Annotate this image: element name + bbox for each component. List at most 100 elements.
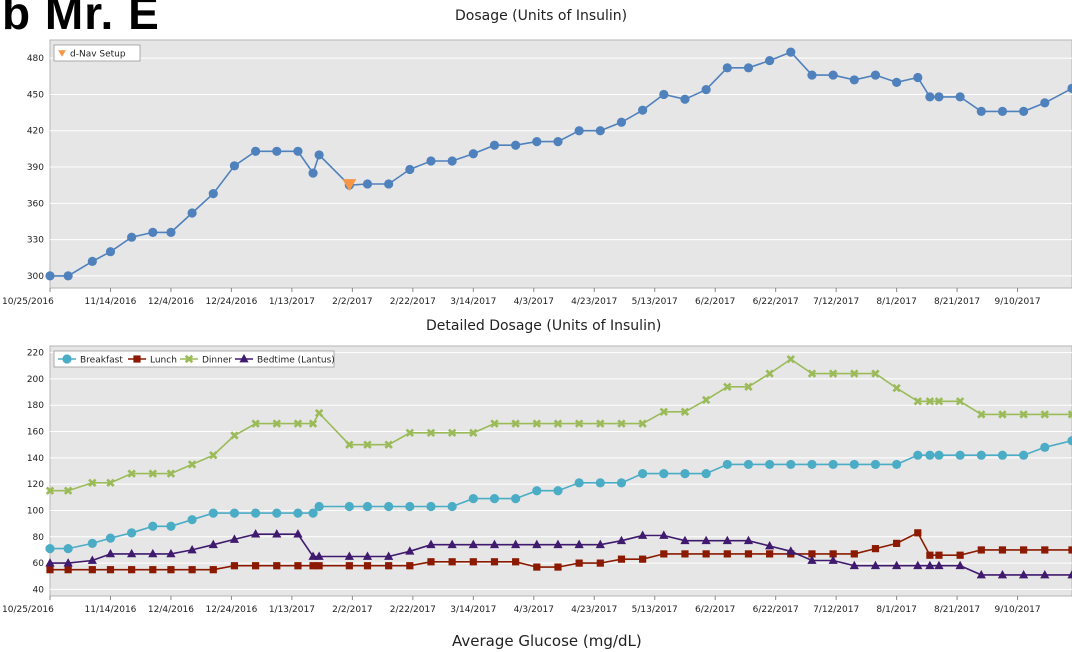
data-point (925, 397, 935, 406)
data-point (553, 419, 563, 428)
data-point (166, 521, 176, 531)
x-tick-label: 12/24/2016 (205, 605, 257, 615)
data-point (293, 419, 303, 428)
data-point (998, 410, 1007, 419)
x-tick-label: 2/22/2017 (390, 297, 436, 307)
y-tick-label: 480 (27, 54, 44, 64)
data-point (490, 558, 499, 566)
data-point (786, 47, 796, 57)
y-tick-label: 140 (27, 454, 44, 464)
dosage-chart-title: Dosage (Units of Insulin) (455, 8, 628, 24)
x-tick-label: 12/4/2016 (148, 605, 194, 615)
x-tick-label: 8/21/2017 (934, 605, 980, 615)
data-point (1041, 546, 1049, 554)
x-tick-label: 11/14/2016 (85, 605, 137, 615)
data-point (680, 407, 690, 416)
data-point (616, 535, 627, 545)
data-point (829, 550, 837, 558)
data-point (595, 539, 605, 549)
data-point (1020, 546, 1028, 554)
data-point (701, 85, 711, 95)
series-dinner (45, 354, 1072, 495)
data-point (363, 562, 372, 570)
data-point (63, 544, 73, 554)
y-tick-label: 180 (27, 401, 44, 411)
data-point (293, 146, 303, 156)
data-point (702, 550, 710, 558)
data-point (127, 528, 137, 538)
data-point (680, 94, 690, 104)
data-point (786, 546, 796, 555)
data-point (638, 105, 648, 115)
data-point (976, 450, 986, 460)
y-tick-label: 120 (27, 480, 44, 490)
data-point (405, 164, 415, 175)
data-point (574, 419, 584, 428)
data-point (448, 558, 456, 566)
data-point (596, 559, 604, 567)
y-tick-label: 40 (33, 585, 45, 595)
data-point (743, 459, 754, 470)
data-point (1019, 450, 1029, 460)
data-point (251, 146, 261, 156)
x-tick-label: 12/4/2016 (148, 297, 194, 307)
data-point (828, 70, 838, 80)
data-point (294, 562, 302, 570)
data-point (850, 550, 858, 558)
data-point (913, 450, 923, 460)
data-point (914, 529, 922, 537)
data-point (148, 227, 158, 237)
data-point (955, 450, 965, 460)
data-point (553, 486, 563, 496)
data-point (849, 560, 859, 570)
data-point (892, 77, 902, 87)
data-point (127, 469, 136, 478)
data-point (743, 63, 754, 73)
data-point (998, 546, 1007, 554)
data-point (659, 407, 669, 416)
y-tick-label: 360 (27, 199, 44, 209)
data-point (1019, 569, 1029, 579)
data-point (1068, 546, 1072, 554)
data-point (148, 469, 158, 478)
data-point (46, 566, 54, 574)
x-tick-label: 11/14/2016 (85, 297, 137, 307)
data-point (511, 140, 521, 150)
data-point (744, 550, 753, 558)
data-point (293, 508, 303, 518)
x-tick-label: 8/21/2017 (934, 297, 980, 307)
data-point (87, 538, 97, 548)
data-point (45, 544, 55, 554)
data-point (997, 106, 1008, 116)
data-point (701, 469, 711, 479)
data-point (807, 555, 817, 564)
data-point (533, 563, 541, 571)
data-point (209, 451, 218, 460)
data-point (765, 55, 775, 66)
data-point (659, 89, 669, 100)
data-point (273, 562, 281, 570)
data-point (976, 569, 986, 579)
data-point (345, 440, 354, 449)
detailed-dosage-chart-title: Detailed Dosage (Units of Insulin) (426, 318, 662, 334)
data-point (926, 551, 934, 559)
data-point (681, 550, 689, 558)
data-point (149, 566, 157, 574)
data-point (808, 550, 816, 558)
data-point (511, 494, 521, 504)
data-point (680, 535, 690, 545)
data-point (977, 546, 985, 554)
data-point (722, 459, 732, 470)
data-point (293, 529, 303, 538)
data-point (106, 478, 115, 488)
data-point (659, 469, 669, 479)
data-point (127, 548, 137, 558)
legend-swatch-marker (184, 354, 194, 364)
data-point (105, 548, 116, 558)
data-point (659, 530, 669, 539)
x-tick-label: 10/25/2016 (2, 605, 54, 615)
data-point (187, 460, 197, 469)
data-point (532, 539, 542, 549)
data-point (1040, 410, 1049, 419)
